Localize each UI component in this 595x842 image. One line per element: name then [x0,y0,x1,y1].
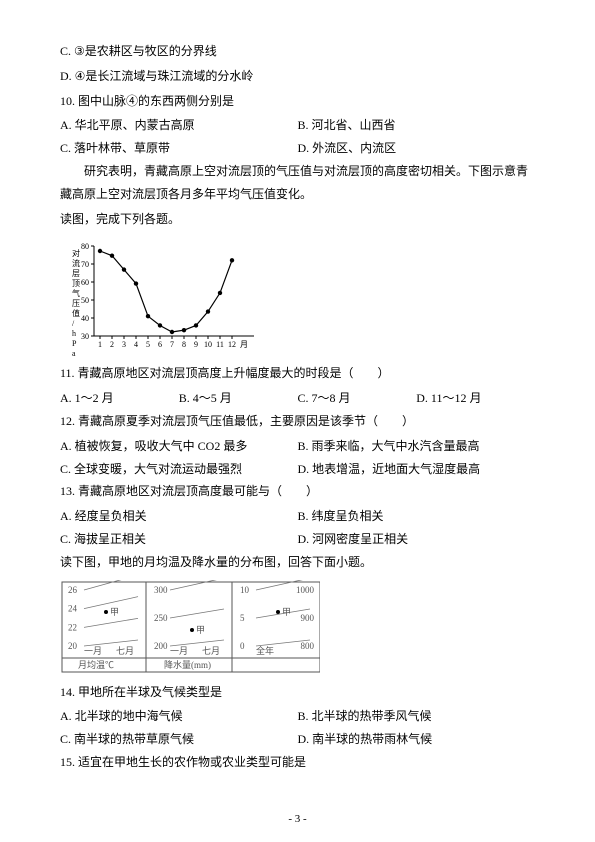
svg-text:250: 250 [154,613,168,623]
page-number: - 3 - [0,809,595,830]
svg-text:降水量(mm): 降水量(mm) [164,659,211,670]
q14-opt-c: C. 南半球的热带草原气候 [60,728,298,751]
line-chart-svg: 304050607080123456789101112月对流层顶气压值/hPa [64,236,264,356]
q13-opt-b: B. 纬度呈负相关 [298,505,536,528]
q11-opt-a: A. 1～2 月 [60,387,179,410]
svg-text:压: 压 [72,299,80,308]
svg-text:气: 气 [72,288,80,298]
question-10: 10. 图中山脉④的东西两侧分别是 [60,90,535,113]
question-15: 15. 适宜在甲地生长的农作物或农业类型可能是 [60,751,535,774]
intro-text-3: 读下图，甲地的月均温及降水量的分布图，回答下面小题。 [60,551,535,574]
svg-text:一月: 一月 [170,646,188,656]
svg-text:40: 40 [81,314,89,323]
svg-text:1: 1 [98,340,102,349]
pressure-chart: 304050607080123456789101112月对流层顶气压值/hPa [60,236,535,356]
svg-text:流: 流 [72,258,80,268]
svg-text:30: 30 [81,332,89,341]
svg-text:月: 月 [240,340,248,349]
q13-row1: A. 经度呈负相关 B. 纬度呈负相关 [60,505,535,528]
q11-row: A. 1～2 月 B. 4～5 月 C. 7～8 月 D. 11～12 月 [60,387,535,410]
svg-text:6: 6 [158,340,162,349]
svg-text:对: 对 [72,248,80,258]
option-c: C. ③是农耕区与牧区的分界线 [60,40,535,63]
svg-text:5: 5 [240,613,245,623]
q13-opt-d: D. 河网密度呈正相关 [298,528,536,551]
climate-figure-svg: 20222426甲一月七月月均温℃200250300甲一月七月降水量(mm)05… [60,580,320,675]
svg-text:/: / [72,319,75,328]
svg-text:3: 3 [122,340,126,349]
q12-opt-d: D. 地表增温，近地面大气湿度最高 [298,458,536,481]
q12-opt-c: C. 全球变暖，大气对流运动最强烈 [60,458,298,481]
svg-text:2: 2 [110,340,114,349]
svg-text:0: 0 [240,641,245,651]
q10-row2: C. 落叶林带、草原带 D. 外流区、内流区 [60,137,535,160]
question-14: 14. 甲地所在半球及气候类型是 [60,681,535,704]
svg-text:70: 70 [81,260,89,269]
q13-opt-a: A. 经度呈负相关 [60,505,298,528]
svg-text:P: P [72,339,77,348]
question-13: 13. 青藏高原地区对流层顶高度最可能与（ ） [60,480,535,503]
q14-opt-a: A. 北半球的地中海气候 [60,705,298,728]
svg-text:80: 80 [81,242,89,251]
svg-text:800: 800 [301,641,315,651]
svg-text:20: 20 [68,641,78,651]
q14-opt-b: B. 北半球的热带季风气候 [298,705,536,728]
q11-opt-b: B. 4～5 月 [179,387,298,410]
svg-text:26: 26 [68,585,78,595]
svg-text:10: 10 [240,585,250,595]
q10-opt-c: C. 落叶林带、草原带 [60,137,298,160]
svg-text:22: 22 [68,622,77,632]
svg-text:全年: 全年 [256,645,274,656]
svg-text:甲: 甲 [110,607,119,617]
svg-text:60: 60 [81,278,89,287]
q14-row1: A. 北半球的地中海气候 B. 北半球的热带季风气候 [60,705,535,728]
q12-opt-a: A. 植被恢复，吸收大气中 CO2 最多 [60,435,298,458]
q11-opt-d: D. 11～12 月 [416,387,535,410]
svg-text:值: 值 [72,308,80,318]
svg-text:七月: 七月 [116,646,134,656]
q10-opt-a: A. 华北平原、内蒙古高原 [60,114,298,137]
svg-text:11: 11 [216,340,224,349]
svg-text:1000: 1000 [296,585,315,595]
intro-text-2: 读图，完成下列各题。 [60,208,535,231]
svg-text:甲: 甲 [282,607,291,617]
question-11: 11. 青藏高原地区对流层顶高度上升幅度最大的时段是（ ） [60,362,535,385]
svg-text:甲: 甲 [196,625,205,635]
svg-text:900: 900 [301,613,315,623]
svg-text:7: 7 [170,340,174,349]
svg-text:8: 8 [182,340,186,349]
option-d: D. ④是长江流域与珠江流域的分水岭 [60,65,535,88]
q13-opt-c: C. 海拔呈正相关 [60,528,298,551]
svg-text:12: 12 [228,340,236,349]
svg-text:a: a [72,349,76,356]
q12-opt-b: B. 雨季来临，大气中水汽含量最高 [298,435,536,458]
svg-text:七月: 七月 [202,646,220,656]
svg-text:300: 300 [154,585,168,595]
svg-text:24: 24 [68,603,78,613]
svg-text:月均温℃: 月均温℃ [78,659,114,670]
svg-text:200: 200 [154,641,168,651]
svg-text:层: 层 [72,269,80,278]
q13-row2: C. 海拔呈正相关 D. 河网密度呈正相关 [60,528,535,551]
question-12: 12. 青藏高原夏季对流层顶气压值最低，主要原因是该季节（ ） [60,410,535,433]
q10-opt-d: D. 外流区、内流区 [298,137,536,160]
svg-text:顶: 顶 [72,279,80,288]
intro-text-1: 研究表明，青藏高原上空对流层顶的气压值与对流层顶的高度密切相关。下图示意青藏高原… [60,160,535,206]
q14-row2: C. 南半球的热带草原气候 D. 南半球的热带雨林气候 [60,728,535,751]
svg-text:h: h [72,329,76,338]
svg-text:5: 5 [146,340,150,349]
svg-text:10: 10 [204,340,212,349]
svg-text:9: 9 [194,340,198,349]
q11-opt-c: C. 7～8 月 [298,387,417,410]
q10-opt-b: B. 河北省、山西省 [298,114,536,137]
q14-opt-d: D. 南半球的热带雨林气候 [298,728,536,751]
q10-row1: A. 华北平原、内蒙古高原 B. 河北省、山西省 [60,114,535,137]
svg-text:50: 50 [81,296,89,305]
q12-row1: A. 植被恢复，吸收大气中 CO2 最多 B. 雨季来临，大气中水汽含量最高 [60,435,535,458]
q12-row2: C. 全球变暖，大气对流运动最强烈 D. 地表增温，近地面大气湿度最高 [60,458,535,481]
svg-text:一月: 一月 [84,646,102,656]
svg-text:4: 4 [134,340,138,349]
